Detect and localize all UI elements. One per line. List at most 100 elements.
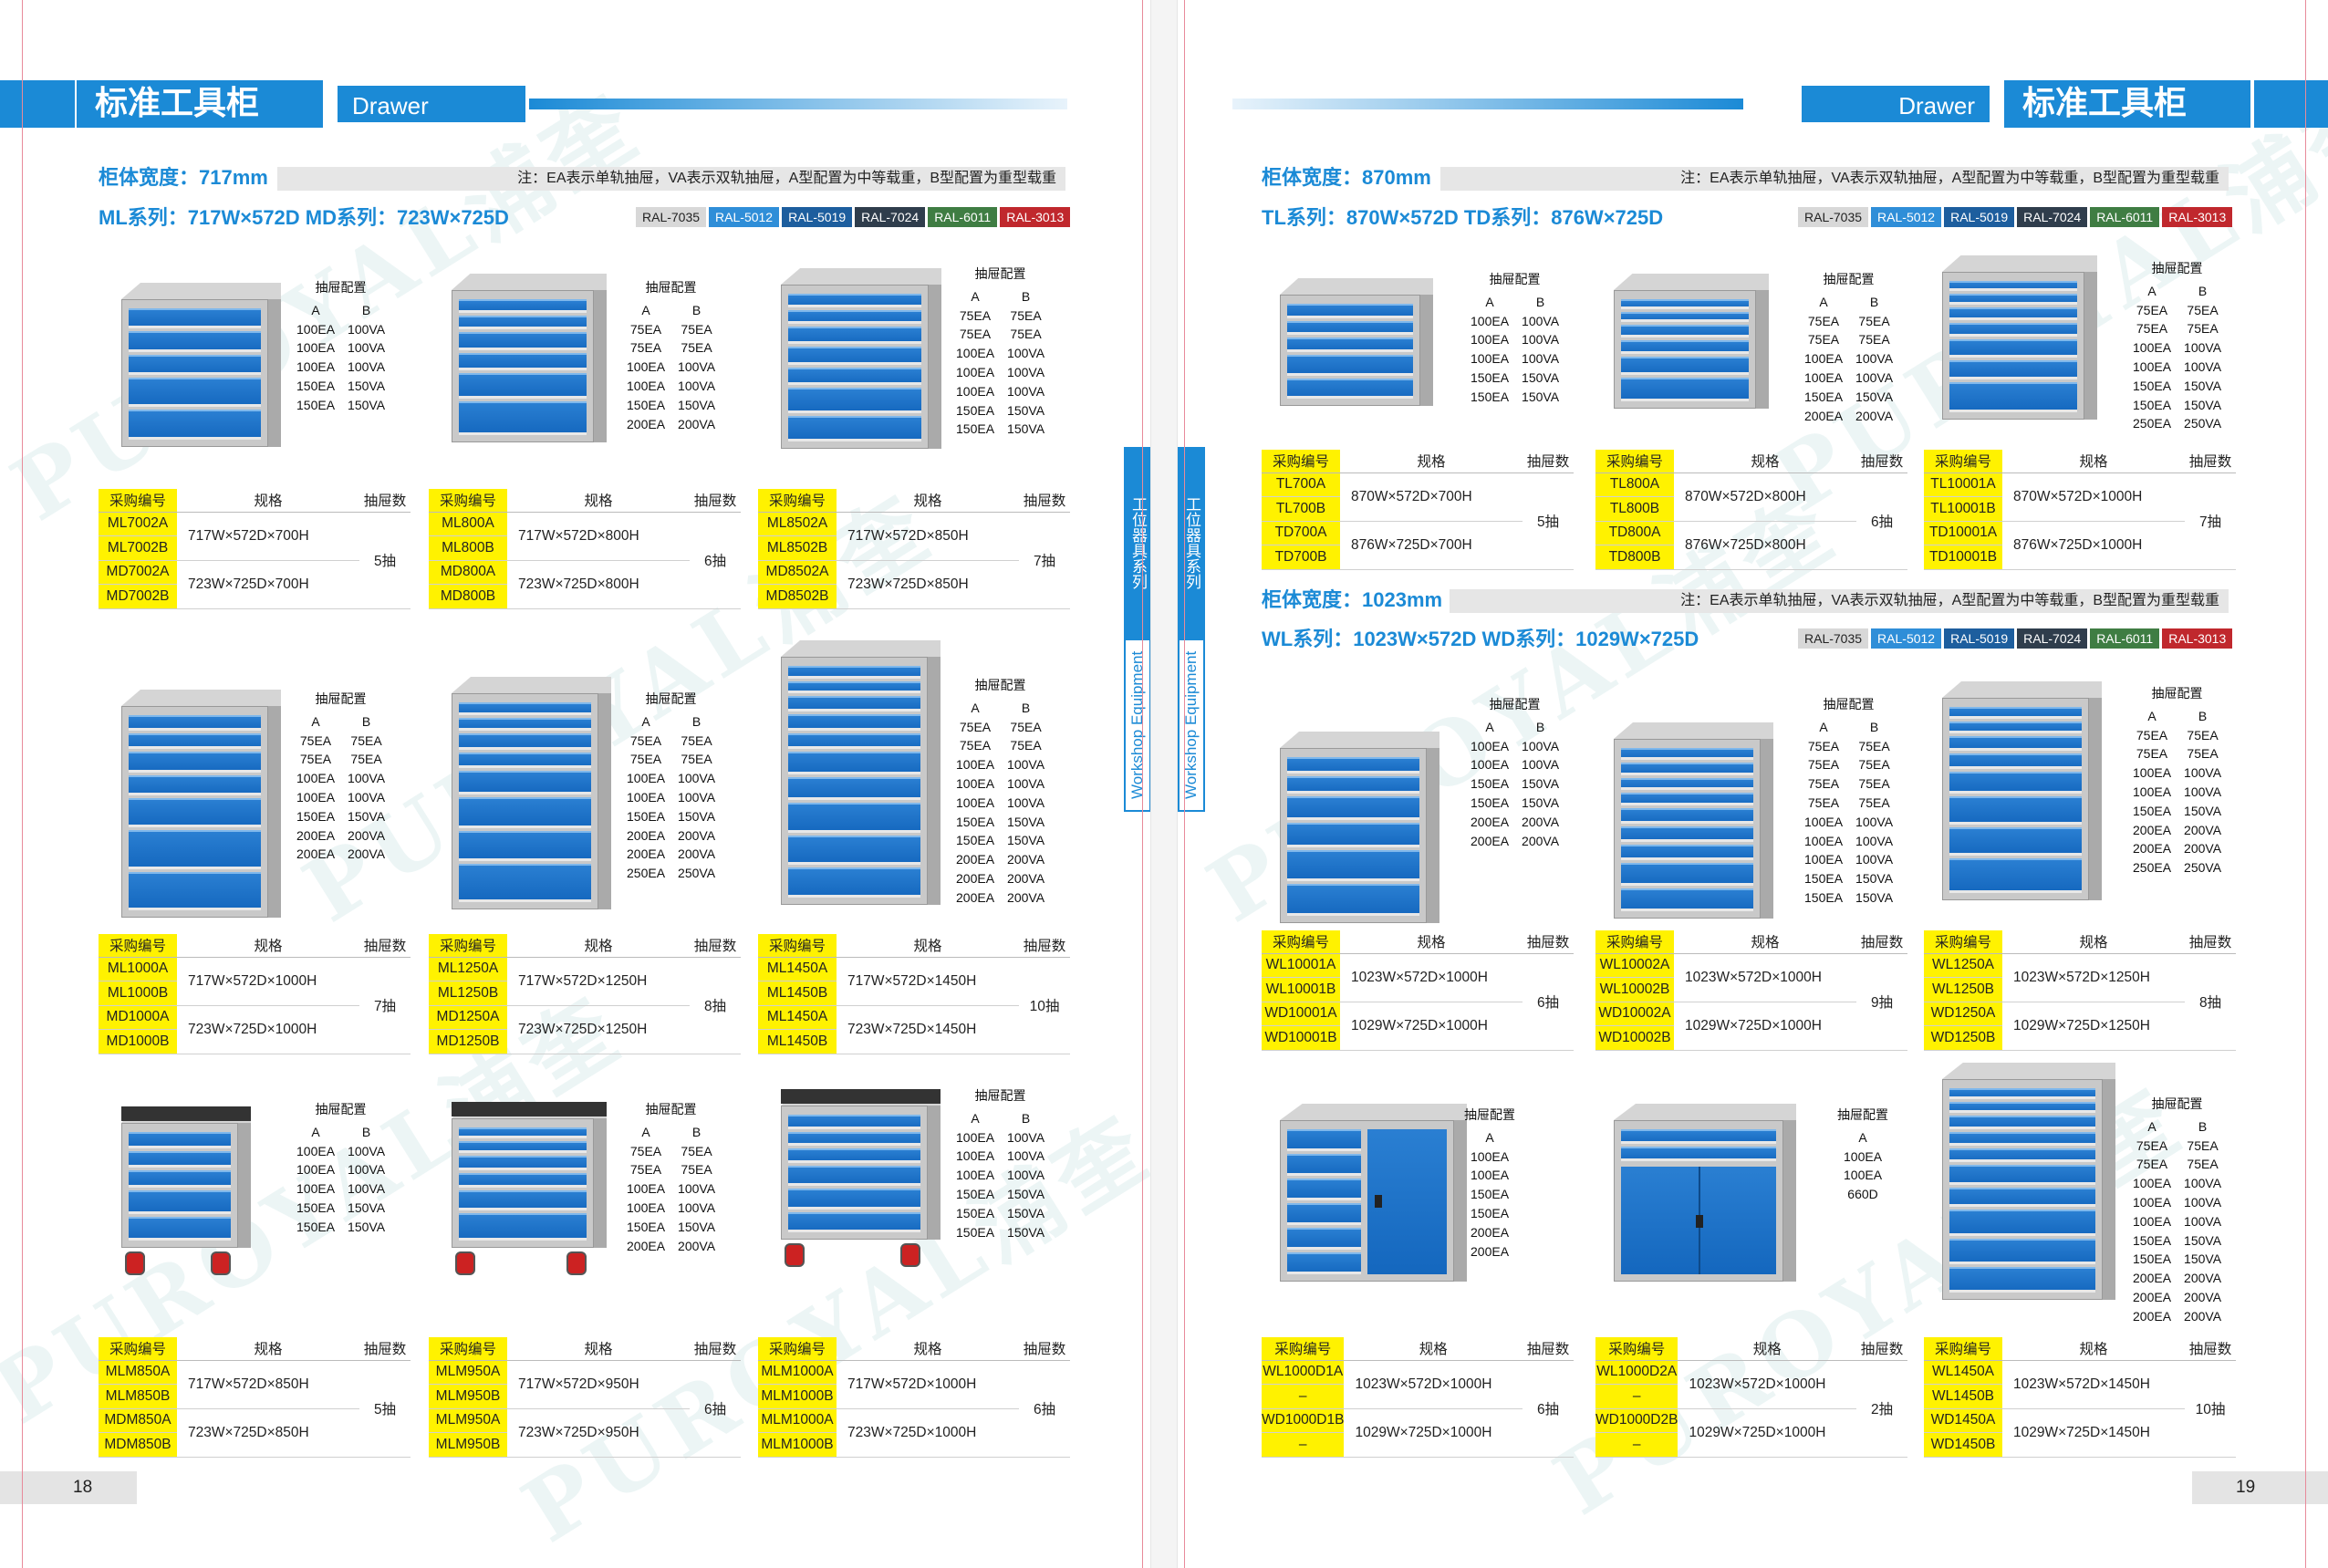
config-cell: 150EA	[296, 1199, 336, 1215]
product-code: ML800A	[429, 512, 507, 536]
drawer	[459, 732, 591, 750]
table-row: MD800B	[429, 584, 741, 609]
config-cell: 75EA	[1010, 307, 1042, 323]
right-page: PUROYAL浦奎 PUROYAL浦奎 PUROYAL浦奎 Drawer Cab…	[1177, 0, 2328, 1568]
config-header: B	[1021, 1110, 1031, 1126]
drawer	[459, 316, 587, 330]
drawer-config: 抽屉配置 A B 75EA 75EA 75EA 75EA 75EA 75EA 75EA 75EA 10…	[1798, 695, 1899, 908]
page-title: 标准工具柜(车)	[77, 80, 323, 170]
table-row: MLM1000B	[758, 1384, 1070, 1409]
cabinet-image	[1280, 278, 1433, 406]
drawer	[788, 732, 920, 750]
config-row: 75EA 75EA	[2126, 744, 2228, 763]
drawer	[1621, 356, 1749, 375]
ral-color-chip: RAL-3013	[2162, 207, 2233, 227]
spec-header: 规格	[1340, 450, 1523, 473]
config-row: 200EA	[1464, 1242, 1515, 1262]
drawer	[1287, 320, 1413, 336]
config-row: 100EA 100VA	[1798, 369, 1899, 388]
config-cell: 200VA	[1522, 833, 1560, 848]
config-cell: 200VA	[348, 827, 386, 843]
config-cell: 100EA	[1804, 351, 1844, 367]
product-size: 1029W×725D×1250H	[2002, 1002, 2185, 1051]
drawer	[1949, 795, 2082, 825]
config-row: 150EA 150VA	[290, 807, 391, 826]
config-cell: 150VA	[1855, 889, 1894, 905]
drawer	[1287, 337, 1413, 353]
config-cell: 200VA	[2184, 1271, 2222, 1286]
drawer	[788, 1189, 920, 1210]
config-cell: 75EA	[629, 1143, 662, 1158]
product-size: 1029W×725D×1000H	[1340, 1002, 1523, 1051]
config-cell: 100EA	[1804, 369, 1844, 385]
product-code: WD1000D1B	[1262, 1408, 1345, 1433]
code-header: 采购编号	[1595, 450, 1674, 473]
code-header: 采购编号	[1262, 1337, 1345, 1361]
drawer-config: 抽屉配置 A B 100EA 100VA 100EA 100VA 100EA 100VA 150E…	[290, 1100, 391, 1237]
drawer-count: 9抽	[1856, 953, 1907, 1051]
config-cell: 75EA	[2136, 302, 2168, 317]
spec-header: 规格	[507, 934, 690, 958]
config-row: 100EA 100VA	[290, 320, 391, 339]
config-row: 200EA 200VA	[1464, 832, 1565, 851]
series-label: ML系列：717W×572D MD系列：723W×725D	[99, 206, 509, 229]
config-cell: 150VA	[678, 1219, 716, 1234]
config-cell: 75EA	[681, 1143, 712, 1158]
drawer-config-table: A 100EA 100EA 660D	[1837, 1128, 1888, 1204]
config-cell: 200EA	[2133, 822, 2172, 837]
drawer	[788, 294, 921, 307]
config-row: 100EA 100VA	[620, 788, 722, 807]
config-cell: 200VA	[2184, 822, 2222, 837]
product-code: ML1450B	[758, 1029, 837, 1054]
drawer	[1287, 378, 1413, 400]
config-cell: 150EA	[296, 378, 336, 393]
ral-color-chip: RAL-6011	[928, 207, 998, 227]
config-row: 200EA 200VA	[620, 826, 722, 846]
config-row: 100EA 100VA	[620, 358, 722, 377]
product-code: WL1450A	[1924, 1360, 2002, 1385]
config-cell: 100VA	[1522, 313, 1560, 328]
config-header: B	[1021, 288, 1031, 304]
config-row: 150EA 150VA	[620, 807, 722, 826]
drawer	[1621, 763, 1753, 776]
config-row: 100EA 100VA	[290, 769, 391, 788]
drawer	[1621, 845, 1753, 861]
product-size: 723W×725D×1000H	[177, 1005, 359, 1054]
spec-header: 规格	[2002, 930, 2185, 954]
table-row: TL700B	[1262, 496, 1574, 522]
config-cell: 150EA	[296, 1219, 336, 1234]
drawer	[788, 1148, 920, 1163]
config-cell: 75EA	[959, 307, 992, 323]
drawer	[1949, 826, 2082, 856]
product-code: MLM850B	[99, 1384, 177, 1409]
drawer	[129, 1216, 231, 1241]
config-cell: 200EA	[1471, 833, 1510, 848]
product-code: WL1250A	[1924, 953, 2002, 978]
table-row: MLM950B	[429, 1384, 741, 1409]
config-cell: 100VA	[1855, 852, 1894, 867]
drawer	[129, 871, 261, 911]
table-row: WD10001A 1029W×725D×1000H	[1262, 1002, 1574, 1051]
config-row: 150EA 150VA	[1464, 794, 1565, 813]
config-cell: 75EA	[1807, 794, 1840, 810]
config-cell: 100EA	[956, 1168, 995, 1183]
table-row: MD800A 723W×725D×800H	[429, 560, 741, 609]
drawer-count: 8抽	[2185, 953, 2236, 1051]
config-cell: 100VA	[678, 1181, 716, 1197]
config-cell: 250VA	[2184, 416, 2222, 431]
product-code: WL10002B	[1595, 977, 1674, 1002]
code-header: 采购编号	[758, 934, 837, 958]
ral-color-chip: RAL-3013	[2162, 628, 2233, 649]
config-cell: 150EA	[1471, 369, 1510, 385]
config-row: 150EA 150VA	[950, 813, 1051, 832]
config-row: 100EA 100VA	[1464, 755, 1565, 774]
config-row: 75EA 75EA	[620, 338, 722, 358]
config-header: B	[2198, 283, 2208, 298]
drawer	[129, 752, 261, 773]
table-row: WD10002B	[1595, 1025, 1907, 1051]
config-cell: 100VA	[2184, 340, 2222, 356]
code-header: 采购编号	[1595, 930, 1674, 954]
config-cell: 250VA	[2184, 860, 2222, 876]
product-code: WD10001B	[1262, 1025, 1340, 1051]
config-cell: 100EA	[296, 1162, 336, 1178]
